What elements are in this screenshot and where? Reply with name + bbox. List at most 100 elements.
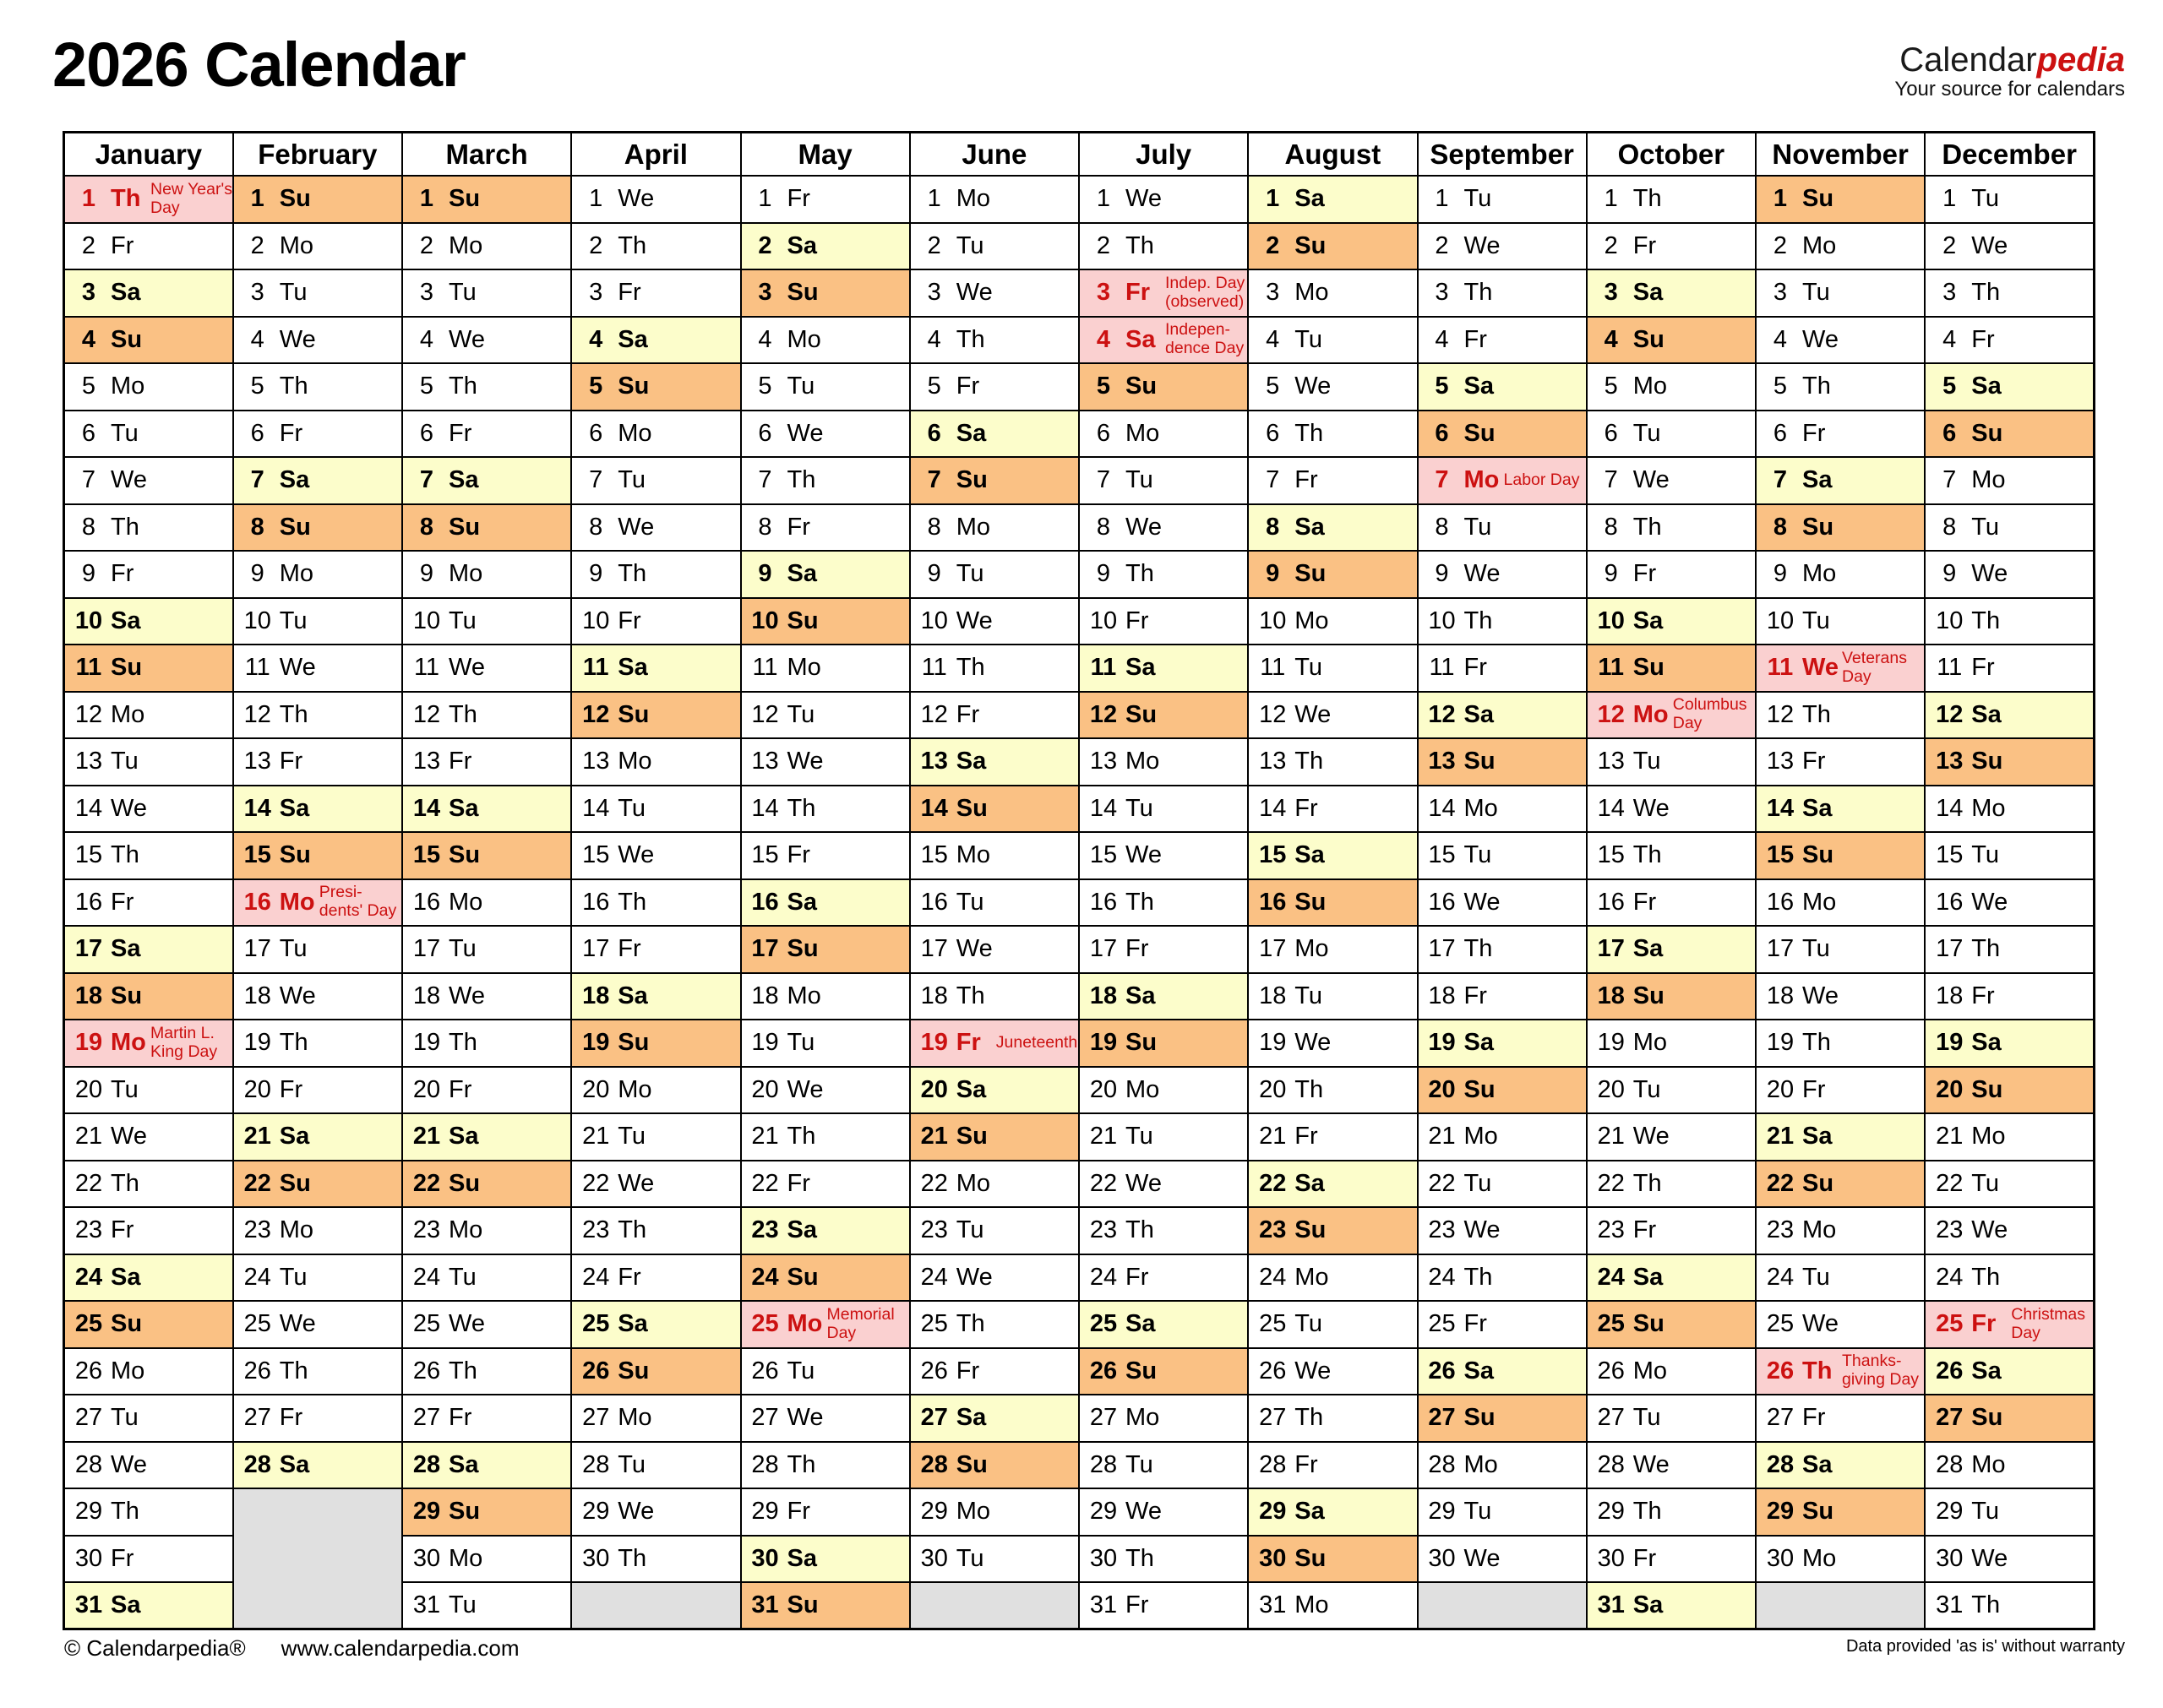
weekday-abbr: Th xyxy=(618,1216,647,1244)
weekday-abbr: Fr xyxy=(787,841,810,869)
weekday-abbr: Th xyxy=(111,841,139,869)
holiday-label-line: Day xyxy=(1672,714,1703,733)
day-number: 29 xyxy=(74,1498,103,1526)
day-cell: 5 Th xyxy=(1754,362,1926,411)
weekday-abbr: Sa xyxy=(1802,794,1833,822)
day-number: 24 xyxy=(1597,1263,1625,1291)
day-number: 6 xyxy=(1773,419,1788,447)
day-cell: 14 Tu xyxy=(570,784,742,833)
day-number: 31 xyxy=(1597,1591,1625,1618)
day-number: 4 xyxy=(81,325,96,353)
day-cell: 13 We xyxy=(739,737,911,786)
day-number: 16 xyxy=(1259,888,1287,916)
weekday-abbr: Mo xyxy=(279,560,314,588)
day-cell: 22 Th xyxy=(63,1159,234,1208)
day-number: 3 xyxy=(250,279,264,307)
day-number: 24 xyxy=(582,1263,610,1291)
day-number: 28 xyxy=(1089,1450,1118,1478)
weekday-abbr: Mo xyxy=(279,888,315,916)
day-number: 23 xyxy=(1428,1216,1456,1244)
calendarpedia-logo[interactable]: Calendarpedia Your source for calendars xyxy=(1894,41,2125,101)
weekday-abbr: Su xyxy=(956,1450,988,1478)
weekday-abbr: Tu xyxy=(1294,654,1323,682)
day-cell: 5 Su xyxy=(570,362,742,411)
weekday-abbr: Fr xyxy=(449,419,472,447)
weekday-abbr: Su xyxy=(111,654,143,682)
holiday-label-line: (observed) xyxy=(1165,291,1245,311)
day-number: 30 xyxy=(412,1544,441,1572)
weekday-abbr: Sa xyxy=(1463,1357,1494,1384)
day-cell: 7 Mo xyxy=(1924,456,2095,505)
weekday-abbr: Mo xyxy=(1632,373,1668,400)
weekday-abbr: Su xyxy=(1632,982,1664,1009)
day-cell: 31 Tu xyxy=(400,1581,573,1630)
day-cell: 30 We xyxy=(1416,1534,1588,1583)
day-number: 5 xyxy=(1942,373,1957,400)
day-number: 20 xyxy=(920,1075,948,1103)
day-cell: 18 Mo xyxy=(739,971,911,1020)
day-cell: 22 Tu xyxy=(1924,1159,2095,1208)
day-number: 18 xyxy=(1259,982,1287,1009)
day-number: 30 xyxy=(1936,1544,1964,1572)
month-header-row: January February March April May June July Augu… xyxy=(63,131,2095,177)
weekday-abbr: Mo xyxy=(787,325,821,353)
day-number: 1 xyxy=(927,185,941,213)
day-number: 20 xyxy=(751,1075,779,1103)
day-cell: 2 Su xyxy=(1247,221,1419,270)
weekday-abbr: We xyxy=(1971,231,2008,259)
weekday-abbr: We xyxy=(618,185,655,213)
weekday-abbr: Sa xyxy=(449,466,479,494)
day-number: 25 xyxy=(1766,1310,1795,1338)
day-cell: 18 We xyxy=(232,971,404,1020)
day-cell: 30 Fr xyxy=(63,1534,234,1583)
day-cell: 30 We xyxy=(1924,1534,2095,1583)
weekday-abbr: Th xyxy=(956,1310,985,1338)
day-number: 27 xyxy=(243,1404,271,1432)
day-number: 6 xyxy=(1604,419,1618,447)
day-number: 1 xyxy=(1773,185,1788,213)
weekday-abbr: Mo xyxy=(1802,888,1837,916)
day-number: 24 xyxy=(1936,1263,1964,1291)
day-cell: 30 Fr xyxy=(1585,1534,1757,1583)
day-cell: 23 Mo xyxy=(1754,1206,1926,1255)
day-number: 14 xyxy=(243,794,271,822)
day-number: 26 xyxy=(74,1357,103,1384)
day-cell: 10 Sa xyxy=(1585,596,1757,645)
day-number: 7 xyxy=(1773,466,1788,494)
day-cell: 14 Mo xyxy=(1924,784,2095,833)
weekday-abbr: Th xyxy=(1632,513,1662,541)
day-number: 25 xyxy=(1259,1310,1287,1338)
day-number: 15 xyxy=(1597,841,1625,869)
day-number: 22 xyxy=(1766,1169,1795,1197)
day-cell: 25 Mo Memorial Day xyxy=(739,1300,911,1349)
day-cell: 28 Tu xyxy=(570,1440,742,1489)
website-link[interactable]: www.calendarpedia.com xyxy=(281,1635,520,1661)
day-cell: 29 We xyxy=(1077,1488,1250,1537)
day-cell: 23 Tu xyxy=(908,1206,1081,1255)
day-cell: 20 Sa xyxy=(908,1065,1081,1114)
day-number: 13 xyxy=(243,748,271,775)
weekday-abbr: Sa xyxy=(279,466,310,494)
day-cell: 28 Su xyxy=(908,1440,1081,1489)
day-cell: 11 Mo xyxy=(739,644,911,693)
weekday-abbr: Tu xyxy=(956,231,984,259)
day-cell: 8 Mo xyxy=(908,503,1081,552)
weekday-abbr: Sa xyxy=(956,1404,987,1432)
day-number: 2 xyxy=(1773,231,1788,259)
holiday-label-line: Christmas xyxy=(2011,1304,2086,1324)
weekday-abbr: Su xyxy=(111,325,143,353)
day-number: 25 xyxy=(1936,1310,1964,1338)
day-cell: 29 Su xyxy=(400,1488,573,1537)
day-cell: 19 Su xyxy=(570,1019,742,1068)
day-cell: 25 Fr Christmas Day xyxy=(1924,1300,2095,1349)
weekday-abbr: Fr xyxy=(618,607,641,634)
weekday-abbr: Sa xyxy=(787,1216,817,1244)
day-cell: 8 Su xyxy=(1754,503,1926,552)
day-cell: 11 Fr xyxy=(1416,644,1588,693)
day-number: 5 xyxy=(589,373,603,400)
month-header-november: November xyxy=(1754,131,1926,177)
day-cell: 20 Su xyxy=(1924,1065,2095,1114)
day-number: 18 xyxy=(1766,982,1795,1009)
weekday-abbr: Sa xyxy=(787,1544,817,1572)
day-number: 22 xyxy=(74,1169,103,1197)
